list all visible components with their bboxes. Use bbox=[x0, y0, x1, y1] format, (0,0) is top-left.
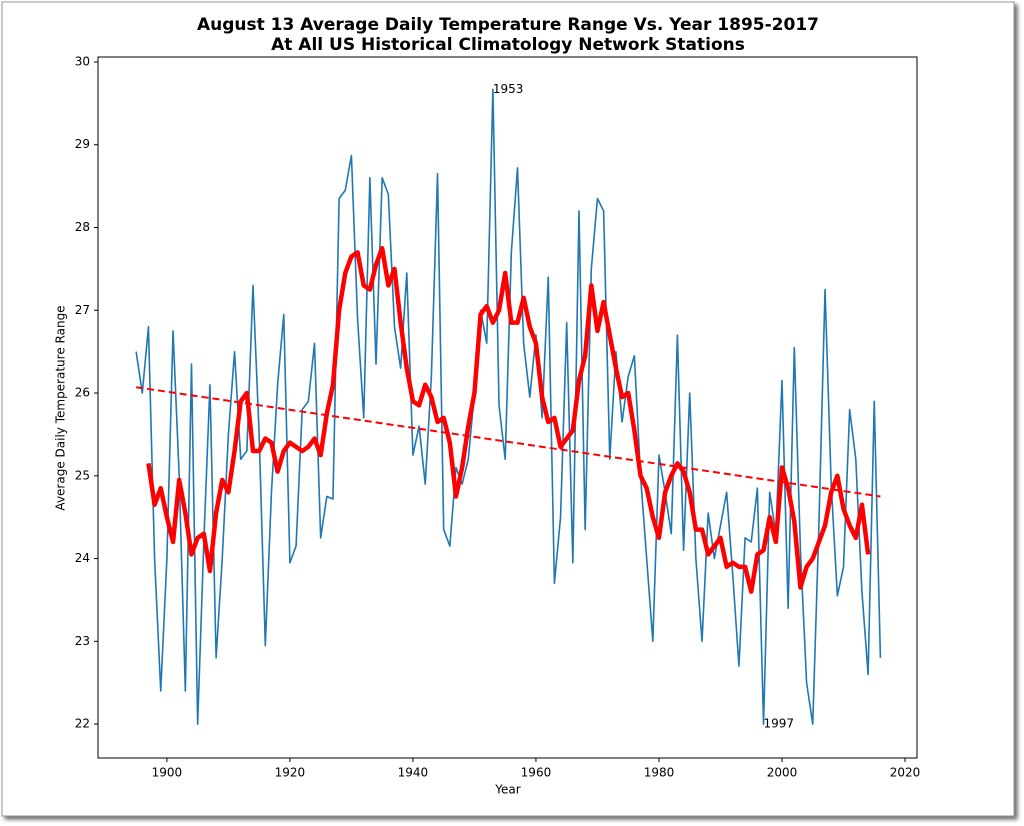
y-tick-label: 27 bbox=[75, 303, 90, 317]
annotation: 1997 bbox=[764, 717, 795, 731]
y-tick-label: 28 bbox=[75, 220, 90, 234]
y-tick-label: 25 bbox=[75, 468, 90, 482]
y-tick-label: 22 bbox=[75, 717, 90, 731]
x-tick-label: 1920 bbox=[275, 766, 306, 780]
x-tick-label: 2000 bbox=[767, 766, 798, 780]
figure-frame bbox=[1, 1, 1015, 817]
chart-title: August 13 Average Daily Temperature Rang… bbox=[197, 15, 819, 35]
data-line bbox=[135, 88, 882, 725]
annotation: 1953 bbox=[493, 82, 524, 96]
y-axis-label: Average Daily Temperature Range bbox=[54, 305, 68, 510]
chart-subtitle: At All US Historical Climatology Network… bbox=[271, 35, 745, 55]
y-tick-label: 26 bbox=[75, 386, 90, 400]
y-tick-label: 29 bbox=[75, 137, 90, 151]
y-tick-label: 24 bbox=[75, 551, 90, 565]
x-tick-label: 1900 bbox=[152, 766, 183, 780]
plot-frame bbox=[97, 56, 918, 759]
data-line bbox=[146, 245, 871, 594]
x-axis-label: Year bbox=[494, 783, 520, 797]
x-tick-label: 2020 bbox=[890, 766, 921, 780]
x-tick-label: 1940 bbox=[398, 766, 429, 780]
data-line bbox=[135, 386, 881, 498]
x-tick-label: 1960 bbox=[521, 766, 552, 780]
y-tick-label: 23 bbox=[75, 634, 90, 648]
y-tick-label: 30 bbox=[75, 54, 90, 68]
x-tick-label: 1980 bbox=[644, 766, 675, 780]
